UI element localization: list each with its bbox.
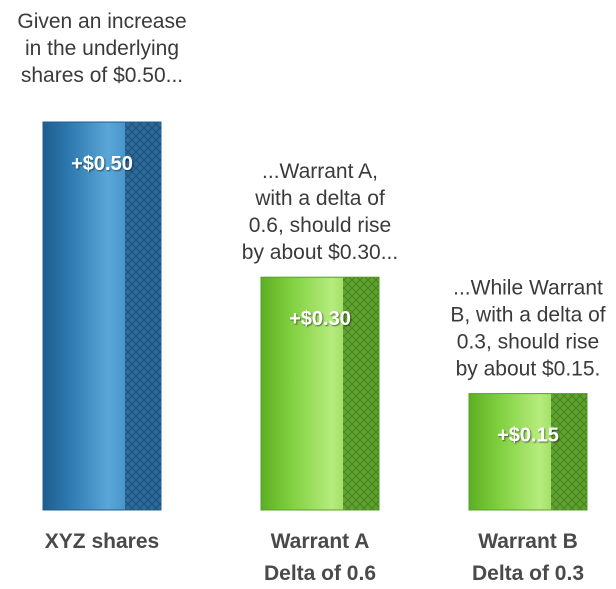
category-label-2-line-1: Warrant A bbox=[271, 530, 370, 553]
annotation-1-line-1: Given an increase bbox=[17, 10, 186, 33]
annotation-2-line-4: by about $0.30... bbox=[242, 241, 398, 264]
annotation-1-line-3: shares of $0.50... bbox=[21, 64, 183, 87]
bar-group-2 bbox=[260, 276, 380, 511]
category-label-3-line-2: Delta of 0.3 bbox=[472, 562, 584, 585]
bar-group-3 bbox=[468, 393, 588, 511]
category-label-3-line-1: Warrant B bbox=[478, 530, 578, 553]
annotation-3-line-3: 0.3, should rise bbox=[457, 331, 599, 354]
bar-2-hatch bbox=[343, 277, 379, 510]
annotation-2-line-2: with a delta of bbox=[254, 187, 385, 210]
bar-1-hatch bbox=[125, 122, 161, 510]
annotation-3-line-4: by about $0.15. bbox=[456, 358, 601, 381]
data-label-1: +$0.50 bbox=[71, 153, 133, 175]
data-label-3: +$0.15 bbox=[497, 425, 559, 447]
bar-group-1 bbox=[42, 121, 162, 511]
annotation-2-line-3: 0.6, should rise bbox=[249, 214, 391, 237]
annotation-2-line-1: ...Warrant A, bbox=[262, 160, 378, 183]
bar-3-hatch bbox=[551, 393, 587, 510]
annotation-1-line-2: in the underlying bbox=[25, 37, 179, 60]
data-label-2: +$0.30 bbox=[289, 308, 351, 330]
category-label-2-line-2: Delta of 0.6 bbox=[264, 562, 376, 585]
annotation-3-line-1: ...While Warrant bbox=[453, 277, 603, 300]
annotation-3-line-2: B, with a delta of bbox=[450, 304, 605, 327]
category-label-1-line-1: XYZ shares bbox=[45, 530, 159, 553]
